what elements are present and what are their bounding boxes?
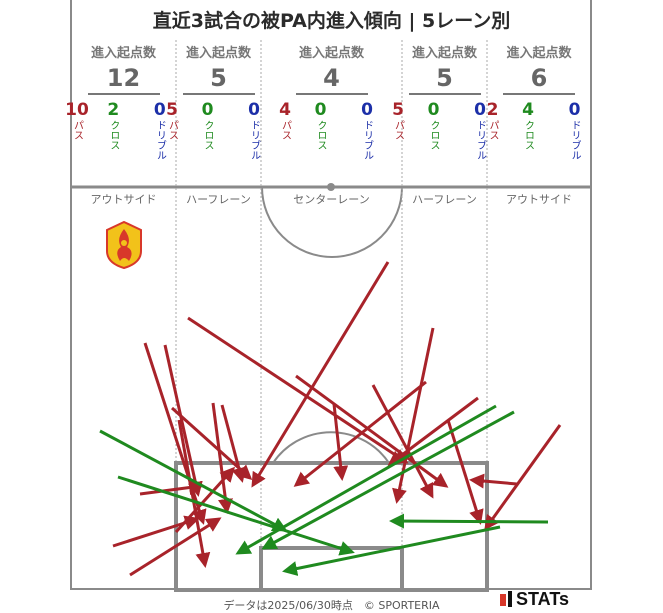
lane-header-label: 進入起点数: [90, 46, 156, 61]
center-spot: [327, 183, 335, 191]
brand-text: STATs: [516, 589, 569, 609]
lane-total: 12: [106, 64, 141, 92]
lane-name-left-outside: アウトサイド: [90, 193, 157, 206]
dribble-count: 0: [248, 100, 260, 120]
pass-count: 5: [166, 100, 178, 120]
cross-arrow: [261, 410, 515, 550]
lane-name-center: センターレーン: [293, 193, 370, 206]
brand-bar-icon: [508, 591, 512, 607]
dribble-label: ドリブル: [248, 120, 260, 160]
cross-arrow: [117, 475, 355, 556]
cross-arrow: [389, 513, 549, 529]
penalty-arc: [272, 431, 390, 464]
cross-count: 0: [201, 100, 214, 120]
pass-count: 4: [279, 100, 291, 120]
pass-arrow: [469, 473, 518, 489]
lane-total: 5: [210, 64, 227, 92]
goal-area: [259, 546, 404, 592]
cross-arrows: [99, 404, 549, 576]
pass-arrow: [293, 380, 427, 487]
page-title: 直近3試合の被PA内進入傾向 | 5レーン別: [152, 10, 511, 32]
cross-count: 0: [314, 100, 327, 120]
cross-label: クロス: [107, 120, 119, 150]
lane-total: 5: [436, 64, 453, 92]
pass-label: パス: [279, 120, 291, 140]
dribble-label: ドリブル: [569, 120, 580, 160]
pass-arrow: [332, 403, 349, 481]
pass-label: パス: [487, 120, 498, 140]
cross-arrow: [235, 404, 497, 555]
total-underline: [408, 93, 481, 95]
dribble-label: ドリブル: [154, 120, 166, 160]
pass-arrow: [446, 419, 484, 525]
lane-header-label: 進入起点数: [298, 46, 364, 61]
pass-arrow: [371, 384, 434, 499]
total-underline: [295, 93, 368, 95]
lane-breakdown: 2 パス 4 クロス 0 ドリブル: [487, 101, 591, 160]
lane-header-label: 進入起点数: [411, 46, 477, 61]
pass-arrow: [139, 480, 204, 496]
pass-count: 2: [486, 100, 499, 120]
cross-label: クロス: [428, 120, 439, 150]
cross-count: 0: [427, 100, 440, 120]
dribble-count: 0: [361, 100, 373, 120]
dribble-count: 0: [153, 100, 166, 120]
pass-arrow: [251, 261, 390, 488]
cross-label: クロス: [522, 120, 534, 150]
lane-header-label: 進入起点数: [185, 46, 251, 61]
total-underline: [182, 93, 255, 95]
cross-count: 4: [522, 100, 534, 120]
pass-label: パス: [71, 120, 83, 140]
lane-total: 4: [323, 64, 340, 92]
center-circle: [261, 186, 403, 258]
pass-arrow: [295, 374, 449, 488]
lane-name-right-halfspace: ハーフレーン: [412, 193, 477, 206]
total-underline: [503, 93, 575, 95]
cross-count: 2: [107, 100, 120, 120]
dribble-label: ドリブル: [361, 120, 373, 160]
pass-arrow: [484, 424, 562, 531]
dribble-label: ドリブル: [474, 120, 486, 160]
dribble-count: 0: [568, 100, 581, 120]
pass-arrows: [112, 261, 562, 577]
lane-name-right-outside: アウトサイド: [506, 193, 572, 206]
brand-mark-icon: [500, 594, 506, 606]
lane-stats-right-halfspace: 進入起点数 5 5 パス 0 クロス 0 ドリブル: [392, 42, 487, 160]
pass-arrow: [220, 404, 247, 483]
cross-label: クロス: [315, 120, 326, 150]
lane-stats-right-outside: 進入起点数 6 2 パス 4 クロス 0 ドリブル: [487, 42, 591, 160]
lane-breakdown: 10 パス 2 クロス 0 ドリブル: [65, 100, 176, 160]
lane-breakdown: 5 パス 0 クロス 0 ドリブル: [166, 100, 261, 160]
lane-header-label: 進入起点数: [506, 46, 572, 61]
pass-arrow: [211, 402, 233, 514]
pass-label: パス: [166, 120, 178, 140]
pass-arrow: [187, 316, 409, 464]
lane-breakdown: 4 パス 0 クロス 0 ドリブル: [261, 101, 402, 160]
pass-count: 5: [392, 100, 404, 120]
footer-note: データは2025/06/30時点 © SPORTERIA: [223, 599, 440, 612]
pass-label: パス: [392, 120, 404, 140]
pass-arrow: [129, 517, 222, 577]
total-underline: [87, 93, 160, 95]
pass-arrow: [387, 396, 479, 466]
lane-stats-left-halfspace: 進入起点数 5 5 パス 0 クロス 0 ドリブル: [166, 42, 261, 160]
brand-logo: STATs: [500, 589, 569, 610]
lane-breakdown: 5 パス 0 クロス 0 ドリブル: [392, 100, 487, 160]
cross-label: クロス: [202, 120, 213, 150]
lane-stats-left-outside: 進入起点数 12 10 パス 2 クロス 0 ドリブル: [65, 42, 176, 160]
pass-count: 10: [65, 100, 89, 120]
pass-arrow: [163, 344, 203, 497]
team-crest-icon: [106, 221, 142, 269]
cross-arrow: [99, 429, 288, 532]
cross-arrow: [282, 525, 501, 576]
lane-total: 6: [530, 64, 548, 92]
lane-name-left-halfspace: ハーフレーン: [186, 193, 251, 206]
dribble-count: 0: [474, 100, 486, 120]
lane-stats-center: 進入起点数 4 4 パス 0 クロス 0 ドリブル: [261, 42, 402, 160]
